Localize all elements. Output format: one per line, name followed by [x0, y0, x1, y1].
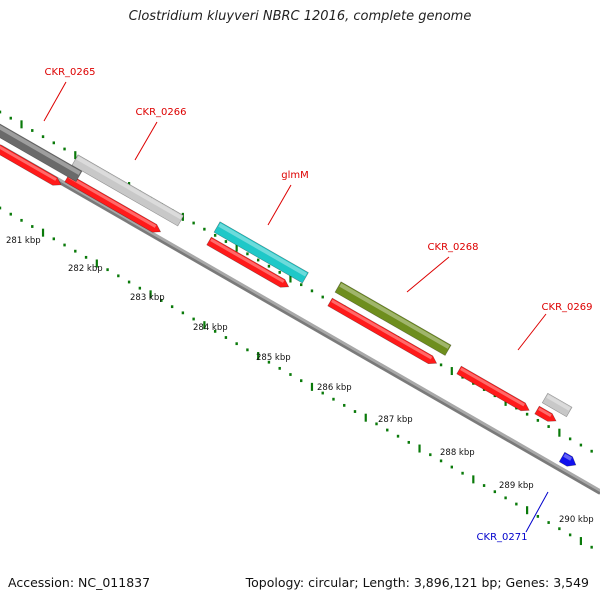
gene-label[interactable]: CKR_0271 [477, 532, 528, 543]
tick-row-lower [0, 206, 593, 549]
backbone-line [0, 144, 600, 495]
leader-line [406, 256, 450, 293]
gene-label[interactable]: CKR_0268 [428, 242, 479, 253]
scale-labels: 281 kbp 282 kbp 283 kbp 284 kbp 285 kbp 286 k… [6, 236, 594, 525]
scale-label: 285 kbp [256, 353, 291, 363]
gene-ckr-0269[interactable] [541, 392, 573, 418]
cds-arrow[interactable] [206, 236, 291, 291]
cds-arrow[interactable] [534, 405, 559, 425]
scale-label: 288 kbp [440, 448, 475, 458]
gene-ckr-0271[interactable] [558, 451, 578, 470]
cds-features [0, 139, 559, 425]
scale-label: 286 kbp [317, 383, 352, 393]
scale-label: 283 kbp [130, 293, 165, 303]
gene-glmm[interactable] [213, 221, 309, 284]
scale-label: 281 kbp [6, 236, 41, 246]
gene-ckr-0265[interactable] [0, 118, 83, 182]
scale-label: 287 kbp [378, 415, 413, 425]
cds-arrow[interactable] [327, 297, 439, 367]
cds-arrow[interactable] [64, 173, 163, 236]
leader-line [134, 121, 158, 161]
scale-label: 289 kbp [499, 481, 534, 491]
accession-label: Accession: NC_011837 [8, 575, 151, 590]
gene-label[interactable]: CKR_0266 [136, 107, 187, 118]
scale-label: 290 kbp [559, 515, 594, 525]
genome-summary: Topology: circular; Length: 3,896,121 bp… [245, 575, 589, 590]
leader-line [43, 81, 67, 122]
scale-label: 284 kbp [193, 323, 228, 333]
leader-line [267, 184, 292, 226]
gene-features [0, 118, 578, 470]
gene-ckr-0268[interactable] [334, 281, 452, 356]
genome-title: Clostridium kluyveri NBRC 12016, complet… [128, 9, 472, 24]
leader-line [525, 491, 549, 533]
genome-backbone [0, 144, 600, 495]
gene-label[interactable]: glmM [281, 170, 309, 181]
cds-arrow[interactable] [456, 365, 532, 414]
gene-label[interactable]: CKR_0269 [542, 302, 593, 313]
gene-ckr-0266[interactable] [71, 154, 185, 227]
gene-label[interactable]: CKR_0265 [45, 67, 96, 78]
backbone-line [0, 147, 600, 495]
gene-labels: CKR_0265 CKR_0266 glmM CKR_0268 CKR_0269 CKR_… [43, 67, 593, 543]
cds-arrow[interactable] [0, 139, 63, 189]
scale-label: 282 kbp [68, 264, 103, 274]
leader-line [517, 313, 547, 351]
